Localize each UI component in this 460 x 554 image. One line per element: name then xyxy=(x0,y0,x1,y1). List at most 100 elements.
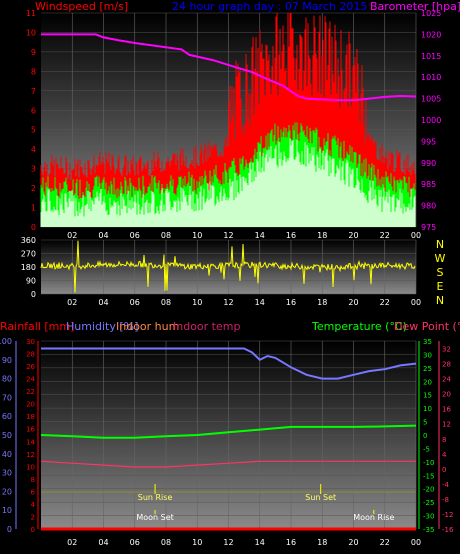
dir-time-tick: 02 xyxy=(67,298,77,307)
dewpoint-tick-label: 16 xyxy=(442,406,451,414)
low-time-tick: 04 xyxy=(98,538,108,547)
wind-tick-label: 9 xyxy=(31,48,36,57)
rainfall-tick-label: 10 xyxy=(26,463,35,471)
dewpoint-tick-label: 4 xyxy=(442,451,447,459)
low-time-tick: 02 xyxy=(67,538,77,547)
wind-time-tick: 04 xyxy=(98,231,108,240)
temperature-tick-label: 0 xyxy=(423,432,427,440)
indoor-humidity-label: Indoor hum xyxy=(116,320,179,333)
indoor-temp-label: Indoor temp xyxy=(173,320,240,333)
low-time-tick: 20 xyxy=(348,538,358,547)
rainfall-tick-label: 22 xyxy=(26,388,35,396)
dir-time-tick: 16 xyxy=(286,298,296,307)
dewpoint-tick-label: -16 xyxy=(442,526,454,534)
rainfall-tick-label: 14 xyxy=(26,438,35,446)
humidity-line xyxy=(41,347,417,380)
compass-label: S xyxy=(437,266,444,279)
direction-tick-label: 0 xyxy=(31,290,36,299)
barometer-tick-label: 990 xyxy=(421,159,436,168)
wind-tick-label: 8 xyxy=(31,67,36,76)
rainfall-tick-label: 30 xyxy=(26,338,35,346)
wind-tick-label: 5 xyxy=(31,126,36,135)
chart-title: 24 hour graph day : 07 March 2015 xyxy=(172,0,367,13)
dir-time-tick: 00 xyxy=(411,298,421,307)
barometer-tick-label: 1015 xyxy=(421,52,441,61)
wind-tick-label: 1 xyxy=(31,204,36,213)
dir-time-tick: 20 xyxy=(348,298,358,307)
dir-time-tick: 10 xyxy=(192,298,202,307)
barometer-tick-label: 1020 xyxy=(421,30,441,39)
dir-time-tick: 06 xyxy=(130,298,140,307)
rainfall-tick-label: 18 xyxy=(26,413,35,421)
wind-time-tick: 16 xyxy=(286,231,296,240)
wind-time-tick: 10 xyxy=(192,231,202,240)
rainfall-tick-label: 0 xyxy=(31,526,35,534)
temperature-tick-label: -25 xyxy=(423,499,434,507)
wind-time-tick: 18 xyxy=(317,231,327,240)
direction-tick-label: 180 xyxy=(21,263,36,272)
dewpoint-tick-label: -12 xyxy=(442,511,453,519)
low-time-tick: 00 xyxy=(411,538,421,547)
barometer-tick-label: 995 xyxy=(421,137,436,146)
compass-label: W xyxy=(435,252,446,265)
barometer-tick-label: 1010 xyxy=(421,73,441,82)
dir-time-tick: 22 xyxy=(380,298,390,307)
rainfall-tick-label: 28 xyxy=(26,351,35,359)
compass-label: E xyxy=(437,280,444,293)
humidity-tick-label: 70 xyxy=(2,393,12,402)
dir-time-tick: 08 xyxy=(161,298,171,307)
dewpoint-tick-label: -4 xyxy=(442,481,450,489)
direction-tick-label: 270 xyxy=(21,250,36,259)
rainfall-tick-label: 16 xyxy=(26,426,35,434)
dewpoint-tick-label: 24 xyxy=(442,376,451,384)
barometer-axis-label: Barometer [hpa] xyxy=(370,0,460,13)
dir-time-tick: 04 xyxy=(98,298,108,307)
event-label: Moon Set xyxy=(136,513,173,522)
wind-time-tick: 14 xyxy=(255,231,265,240)
humidity-tick-label: 10 xyxy=(2,506,12,515)
temperature-tick-label: 25 xyxy=(423,365,432,373)
dewpoint-axis-label: Dew Point (°C) xyxy=(394,320,460,333)
wind-tick-label: 10 xyxy=(26,28,36,37)
temperature-tick-label: 10 xyxy=(423,405,432,413)
compass-label: N xyxy=(436,294,444,307)
wind-tick-label: 3 xyxy=(31,165,36,174)
event-label: Moon Rise xyxy=(353,513,394,522)
dewpoint-tick-label: -8 xyxy=(442,496,449,504)
direction-tick-label: 90 xyxy=(26,277,36,286)
barometer-tick-label: 980 xyxy=(421,202,436,211)
low-time-tick: 22 xyxy=(380,538,390,547)
dewpoint-line xyxy=(40,460,416,468)
temperature-tick-label: 30 xyxy=(423,351,432,359)
temperature-axis-label: Temperature (°C) xyxy=(311,320,407,333)
humidity-tick-label: 20 xyxy=(2,487,12,496)
barometer-tick-label: 1005 xyxy=(421,95,441,104)
wind-time-tick: 02 xyxy=(67,231,77,240)
humidity-tick-label: 90 xyxy=(2,356,12,365)
wind-tick-label: 6 xyxy=(31,106,36,115)
event-label: Sun Set xyxy=(305,493,336,502)
temperature-tick-label: -5 xyxy=(423,445,430,453)
humidity-tick-label: 80 xyxy=(2,375,12,384)
rainfall-tick-label: 8 xyxy=(31,476,35,484)
barometer-tick-label: 1025 xyxy=(421,9,441,18)
low-time-tick: 10 xyxy=(192,538,202,547)
temperature-tick-label: 5 xyxy=(423,419,427,427)
compass-label: N xyxy=(436,238,444,251)
low-time-tick: 06 xyxy=(130,538,140,547)
event-label: Sun Rise xyxy=(138,493,173,502)
wind-direction-line xyxy=(40,240,416,293)
wind-time-tick: 08 xyxy=(161,231,171,240)
low-time-tick: 12 xyxy=(223,538,233,547)
dir-time-tick: 18 xyxy=(317,298,327,307)
wind-tick-label: 11 xyxy=(26,9,36,18)
rainfall-tick-label: 4 xyxy=(31,501,36,509)
barometer-tick-label: 985 xyxy=(421,180,436,189)
humidity-axis-label: Humidity [%] xyxy=(66,320,138,333)
low-time-tick: 08 xyxy=(161,538,171,547)
rainfall-tick-label: 6 xyxy=(31,488,36,496)
temperature-tick-label: -35 xyxy=(423,526,434,534)
low-time-tick: 14 xyxy=(255,538,265,547)
temperature-tick-label: 20 xyxy=(423,378,432,386)
